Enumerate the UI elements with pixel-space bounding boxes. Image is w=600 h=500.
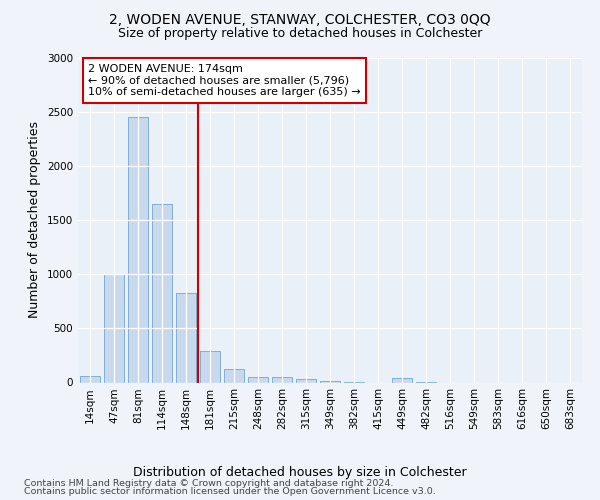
Bar xyxy=(248,376,268,382)
Text: 2, WODEN AVENUE, STANWAY, COLCHESTER, CO3 0QQ: 2, WODEN AVENUE, STANWAY, COLCHESTER, CO… xyxy=(109,12,491,26)
Text: Contains HM Land Registry data © Crown copyright and database right 2024.: Contains HM Land Registry data © Crown c… xyxy=(24,478,394,488)
Bar xyxy=(104,274,124,382)
Bar xyxy=(320,381,340,382)
Text: Contains public sector information licensed under the Open Government Licence v3: Contains public sector information licen… xyxy=(24,487,436,496)
Text: 2 WODEN AVENUE: 174sqm
← 90% of detached houses are smaller (5,796)
10% of semi-: 2 WODEN AVENUE: 174sqm ← 90% of detached… xyxy=(88,64,361,97)
Bar xyxy=(152,204,172,382)
Text: Size of property relative to detached houses in Colchester: Size of property relative to detached ho… xyxy=(118,28,482,40)
Bar xyxy=(80,376,100,382)
Bar xyxy=(296,379,316,382)
Bar xyxy=(176,292,196,382)
Y-axis label: Number of detached properties: Number of detached properties xyxy=(28,122,41,318)
Bar xyxy=(224,369,244,382)
Text: Distribution of detached houses by size in Colchester: Distribution of detached houses by size … xyxy=(133,466,467,479)
Bar xyxy=(392,378,412,382)
Bar xyxy=(128,117,148,382)
Bar xyxy=(272,377,292,382)
Bar xyxy=(200,351,220,382)
